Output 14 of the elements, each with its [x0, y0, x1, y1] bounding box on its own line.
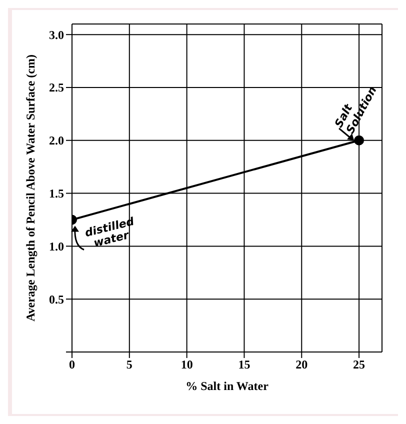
x-tick-label: 0 — [69, 358, 75, 372]
x-tick-label: 15 — [238, 358, 250, 372]
x-axis-title: % Salt in Water — [186, 379, 270, 393]
y-tick-label: 2.0 — [49, 134, 64, 148]
x-tick-label: 20 — [296, 358, 308, 372]
y-tick-label: 1.5 — [49, 186, 64, 201]
y-tick-label: 1.0 — [49, 239, 64, 254]
x-tick-label: 25 — [353, 358, 366, 372]
y-axis-title: Average Length of Pencil Above Water Surface (cm) — [23, 54, 38, 322]
y-tick-label: 2.5 — [49, 80, 64, 95]
x-tick-label: 5 — [126, 358, 132, 372]
y-tick-label: 0.5 — [49, 292, 64, 306]
y-tick-label: 3.0 — [49, 28, 64, 42]
x-tick-label: 10 — [180, 358, 193, 372]
